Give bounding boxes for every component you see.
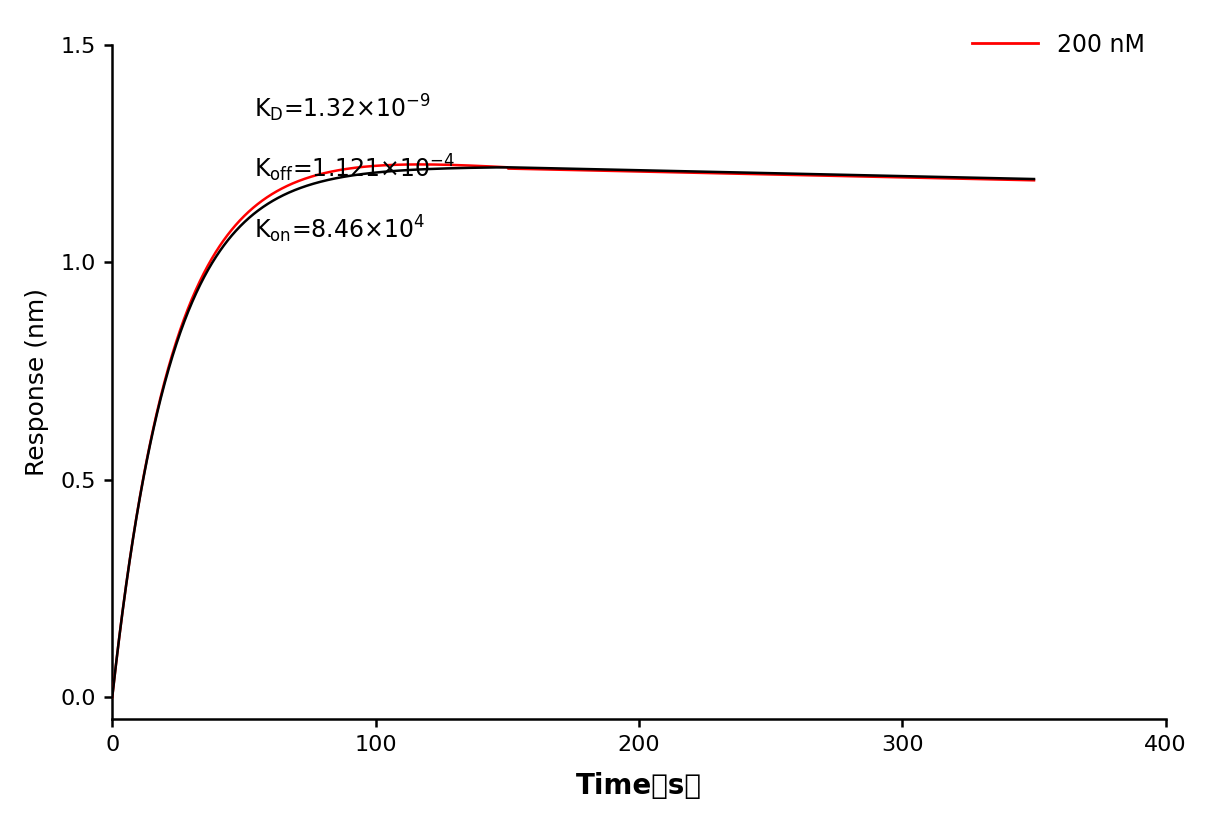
Legend: 200 nM: 200 nM	[962, 23, 1154, 66]
Text: $\mathrm{K_{off}}$=1.121×10$^{-4}$: $\mathrm{K_{off}}$=1.121×10$^{-4}$	[255, 153, 456, 184]
Text: $\mathrm{K_{on}}$=8.46×10$^{4}$: $\mathrm{K_{on}}$=8.46×10$^{4}$	[255, 214, 425, 245]
Text: $\mathrm{K_D}$=1.32×10$^{-9}$: $\mathrm{K_D}$=1.32×10$^{-9}$	[255, 92, 431, 124]
X-axis label: Time（s）: Time（s）	[576, 772, 702, 800]
Y-axis label: Response (nm): Response (nm)	[25, 288, 48, 476]
